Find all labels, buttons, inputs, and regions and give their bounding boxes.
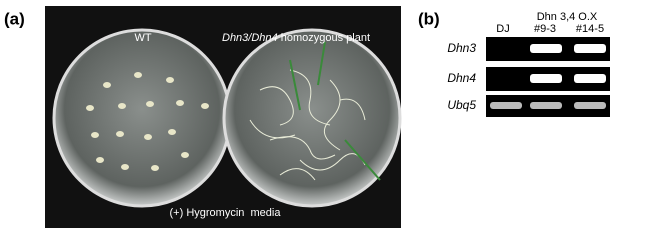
lane-label: DJ <box>496 23 509 35</box>
group-label: Dhn 3,4 O.X <box>537 11 598 23</box>
gene-label: Dhn3 <box>447 41 476 55</box>
gel-bands <box>490 102 606 109</box>
petri-dish <box>52 28 232 208</box>
panel-label: (a) <box>4 9 25 28</box>
gene-label: Ubq5 <box>447 98 476 112</box>
panel-label: (b) <box>418 9 440 28</box>
petri-dish <box>222 28 402 208</box>
gene-label: Dhn4 <box>447 71 476 85</box>
photo-caption: (+) Hygromycin media <box>170 207 282 219</box>
gel-bands <box>530 44 606 83</box>
leaves <box>289 41 381 181</box>
photo-label: WT <box>134 32 151 44</box>
seeds <box>86 72 209 171</box>
photo-label-rest: homozygous plant <box>281 32 370 44</box>
photo-label-italic: Dhn3/Dhn4 <box>222 32 278 44</box>
photo-label: Dhn3/Dhn4 homozygous plant <box>222 32 370 44</box>
figure: (a) WT Dhn3/Dhn4 homozygous plant (+) Hy… <box>4 6 610 228</box>
lane-label: #9-3 <box>534 23 556 35</box>
lane-label: #14-5 <box>576 23 604 35</box>
seedlings <box>249 69 366 181</box>
